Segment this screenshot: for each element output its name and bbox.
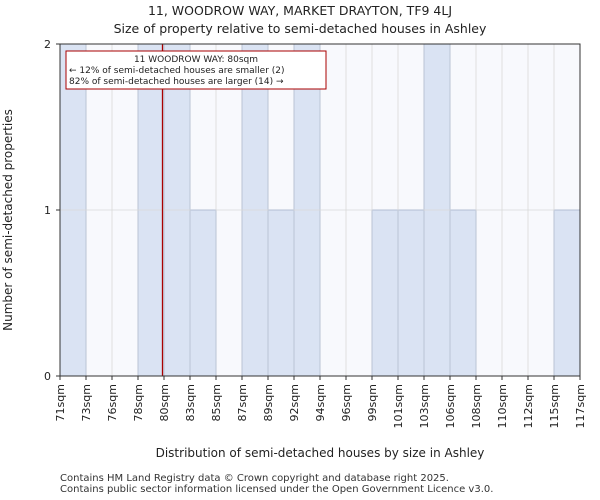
- histogram-bar: [449, 209, 477, 377]
- x-tick-label: 112sqm: [522, 384, 535, 428]
- footer-line-2: Contains public sector information licen…: [60, 484, 494, 495]
- x-tick-label: 87sqm: [236, 384, 249, 421]
- histogram-bar: [397, 209, 425, 377]
- y-tick-label: 1: [44, 204, 51, 217]
- x-tick-label: 110sqm: [496, 384, 509, 428]
- x-tick-label: 78sqm: [132, 384, 145, 421]
- histogram-bar: [189, 209, 217, 377]
- x-axis-label: Distribution of semi-detached houses by …: [156, 446, 485, 460]
- y-tick-label: 2: [44, 38, 51, 51]
- histogram-bar: [267, 209, 295, 377]
- histogram-bar: [553, 209, 581, 377]
- y-axis-label: Number of semi-detached properties: [1, 109, 15, 331]
- x-tick-label: 108sqm: [470, 384, 483, 428]
- footer-line-1: Contains HM Land Registry data © Crown c…: [60, 473, 449, 484]
- x-tick-label: 103sqm: [418, 384, 431, 428]
- histogram-bar: [371, 209, 399, 377]
- x-tick-label: 99sqm: [366, 384, 379, 421]
- x-tick-label: 94sqm: [314, 384, 327, 421]
- x-tick-label: 83sqm: [184, 384, 197, 421]
- chart-subtitle: Size of property relative to semi-detach…: [113, 21, 487, 36]
- x-tick-label: 85sqm: [210, 384, 223, 421]
- x-tick-label: 76sqm: [106, 384, 119, 421]
- x-tick-label: 92sqm: [288, 384, 301, 421]
- y-tick-label: 0: [44, 370, 51, 383]
- x-tick-label: 73sqm: [80, 384, 93, 421]
- x-tick-label: 89sqm: [262, 384, 275, 421]
- chart-title: 11, WOODROW WAY, MARKET DRAYTON, TF9 4LJ: [147, 3, 453, 18]
- annotation-larger: 82% of semi-detached houses are larger (…: [69, 77, 284, 87]
- annotation-box: [65, 50, 327, 90]
- x-tick-label: 96sqm: [340, 384, 353, 421]
- x-tick-label: 71sqm: [54, 384, 67, 421]
- annotation-smaller: ← 12% of semi-detached houses are smalle…: [69, 66, 285, 76]
- x-tick-label: 80sqm: [158, 384, 171, 421]
- x-tick-label: 101sqm: [392, 384, 405, 428]
- x-tick-label: 106sqm: [444, 384, 457, 428]
- x-tick-label: 117sqm: [574, 384, 587, 428]
- annotation-title: 11 WOODROW WAY: 80sqm: [134, 55, 258, 65]
- x-tick-label: 115sqm: [548, 384, 561, 428]
